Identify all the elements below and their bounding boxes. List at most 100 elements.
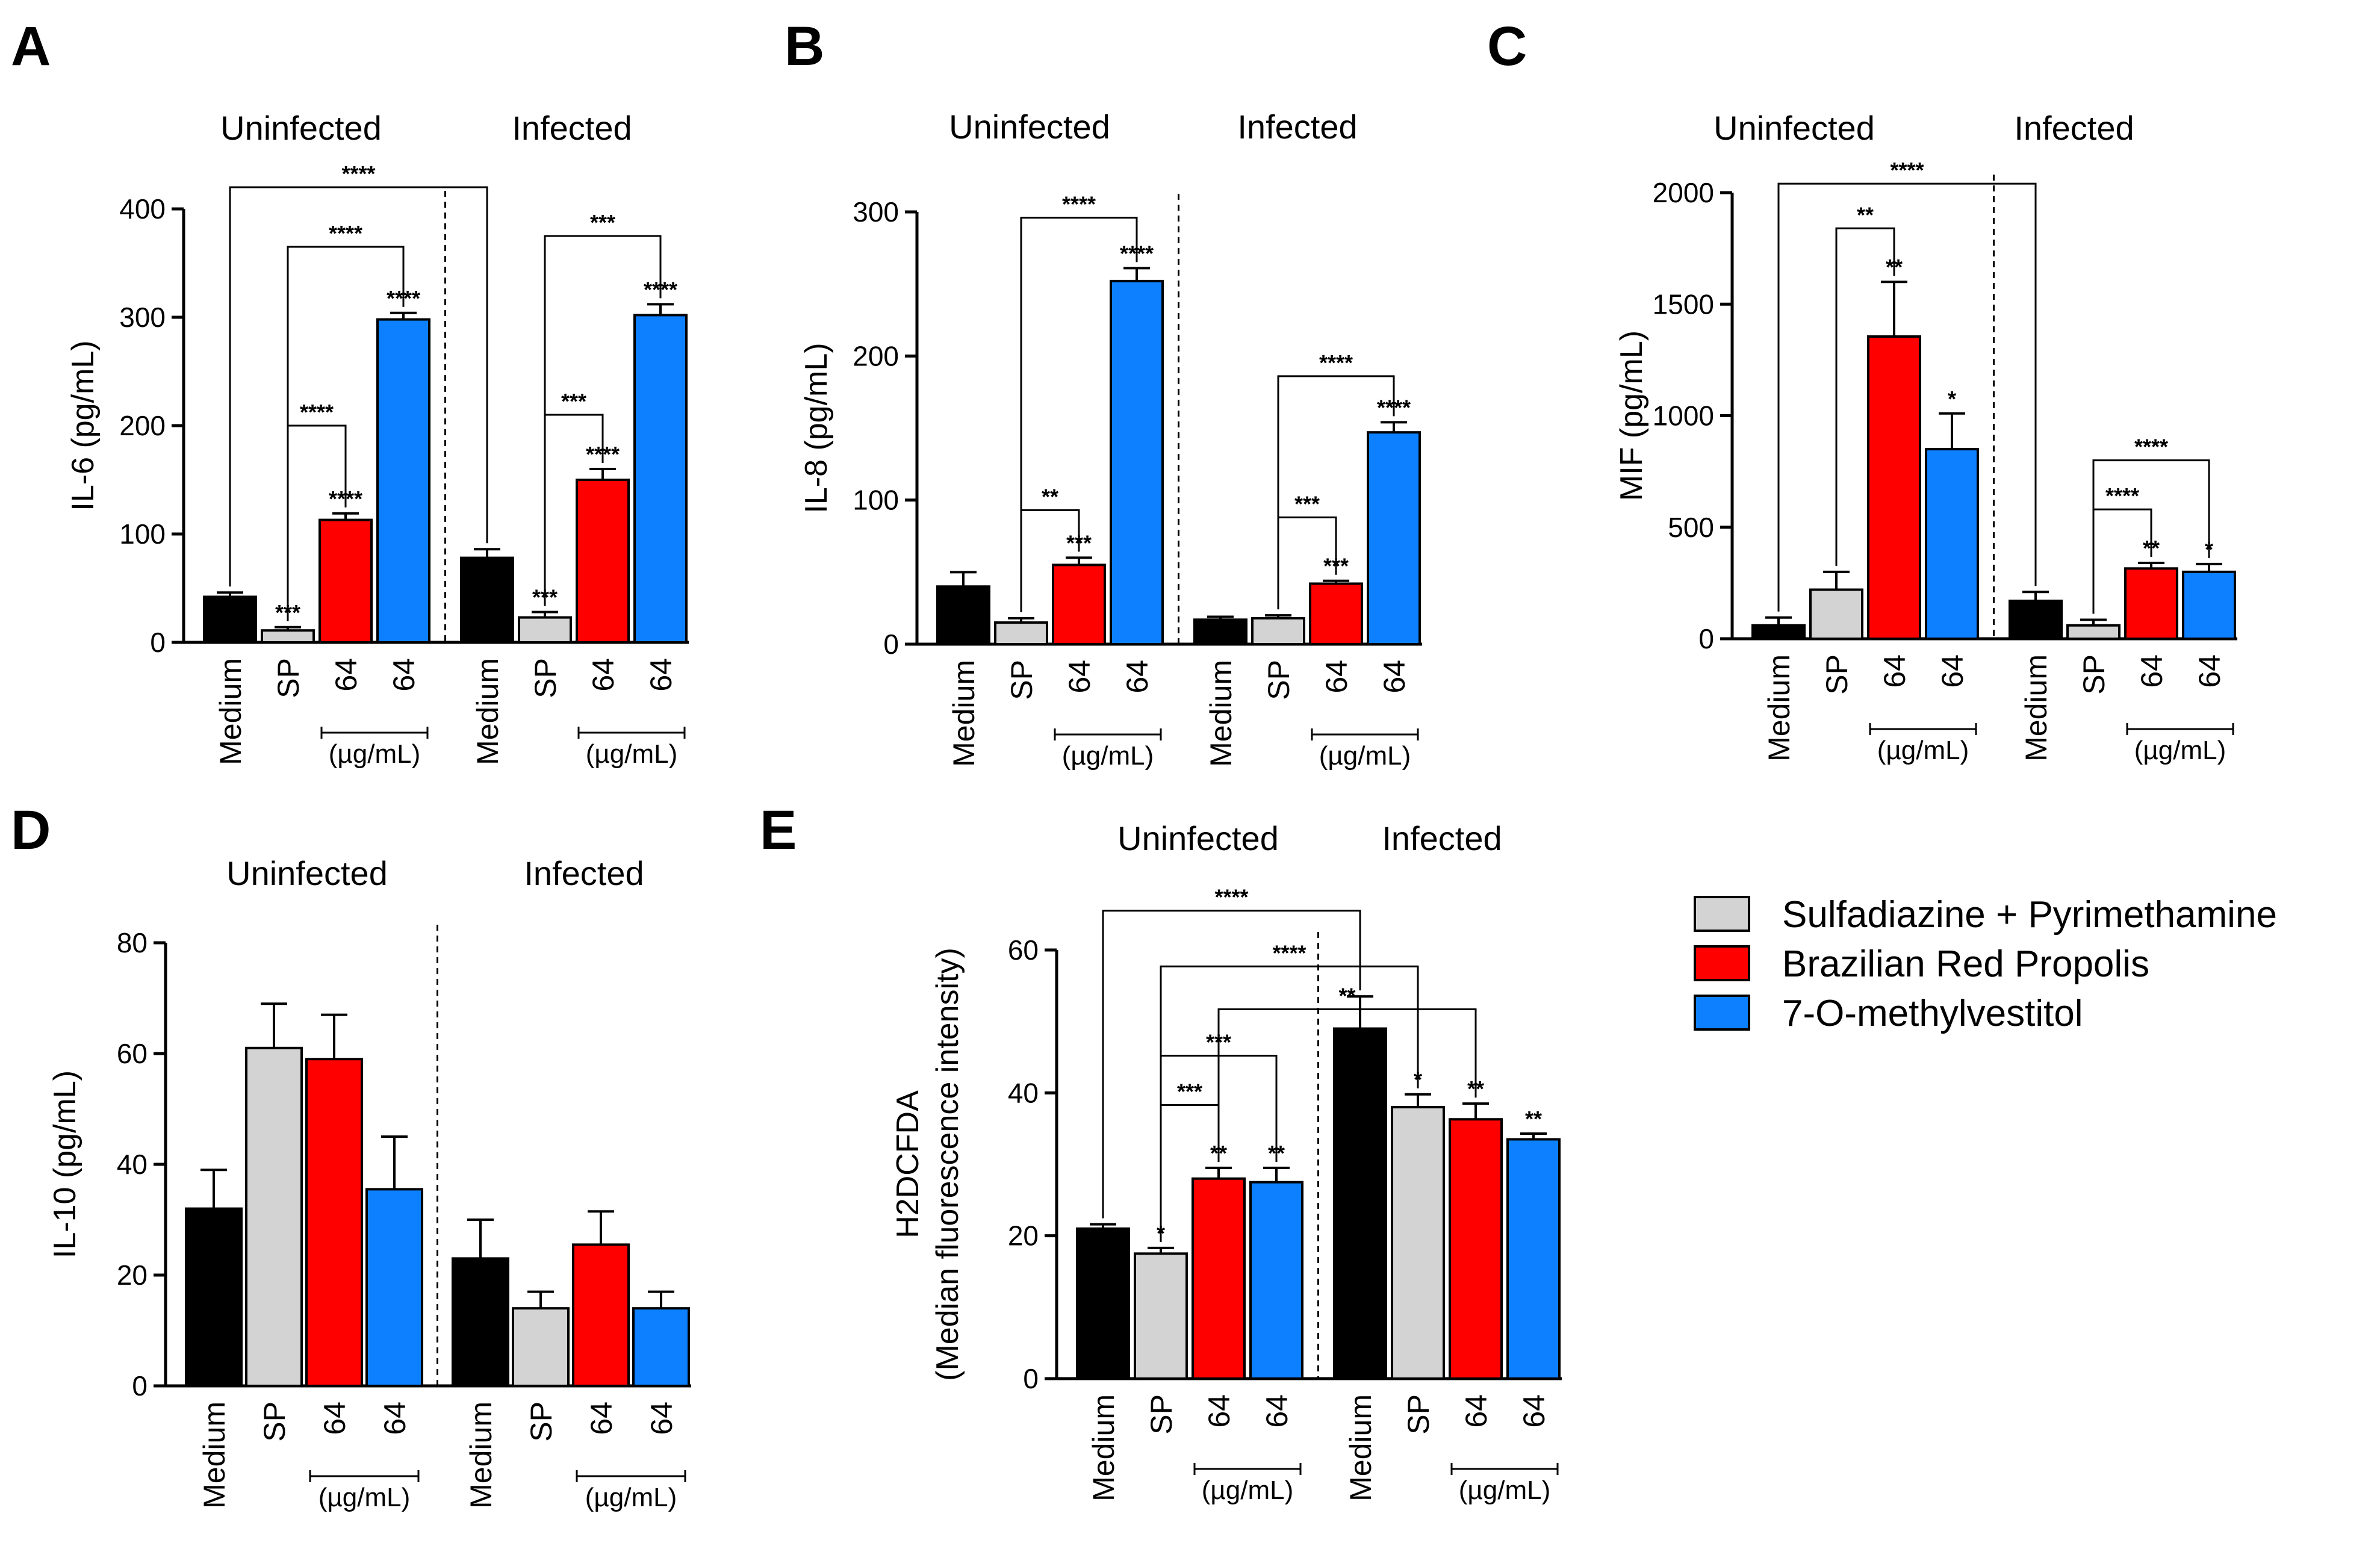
bar: [1249, 1181, 1303, 1380]
x-tick-label: SP: [1145, 1394, 1178, 1435]
bracket-significance-label: **: [1042, 484, 1058, 509]
significance-bracket: [287, 424, 347, 621]
y-tick-label: 1500: [1653, 288, 1714, 320]
x-tick-label: SP: [2077, 654, 2111, 695]
bracket-significance-label: ****: [329, 221, 362, 246]
significance-bracket: [1277, 516, 1337, 610]
y-tick-label: 40: [117, 1149, 148, 1180]
bar: [245, 1046, 303, 1388]
bracket-significance-label: ****: [1319, 350, 1353, 375]
x-tick-label: Medium: [1087, 1394, 1120, 1501]
y-tick-label: 300: [853, 196, 899, 228]
bar: [185, 1207, 243, 1387]
group-label: Uninfected: [220, 109, 382, 147]
significance-bracket: [544, 414, 604, 606]
bracket-significance-label: ***: [590, 210, 615, 235]
panel-letter: B: [785, 16, 824, 77]
bracket-significance-label: ***: [1206, 1030, 1231, 1055]
x-tick-label: 64: [1936, 654, 1969, 688]
bar: [2066, 624, 2121, 641]
concentration-unit-label: (µg/mL): [318, 1483, 410, 1512]
bar: [1449, 1118, 1503, 1380]
x-tick-label: SP: [258, 1402, 291, 1442]
bar: [1192, 1177, 1246, 1380]
y-tick-label: 0: [1023, 1363, 1039, 1394]
x-tick-label: 64: [645, 1402, 679, 1435]
bar: [572, 1243, 630, 1387]
y-axis-title: MIF (pg/mL): [1614, 331, 1649, 501]
bracket-significance-label: ****: [2105, 483, 2139, 508]
bar: [305, 1058, 363, 1387]
group-label: Infected: [512, 109, 632, 147]
bar: [2009, 600, 2063, 641]
x-tick-label: SP: [272, 658, 305, 698]
panel-c: C Uninfected Infected 0 500 1000 1500 2000 MIF (…: [1487, 16, 2237, 765]
bar: [1110, 279, 1164, 645]
y-tick-label: 200: [119, 410, 166, 441]
x-tick-label: 64: [1878, 654, 1912, 688]
x-tick-label: Medium: [464, 1402, 498, 1509]
bracket-significance-label: ***: [1294, 491, 1320, 516]
bar: [1251, 616, 1305, 646]
x-tick-label: 64: [1320, 660, 1353, 694]
group-label: Infected: [1382, 819, 1502, 857]
x-tick-label: 64: [585, 1402, 618, 1435]
group-label: Uninfected: [1117, 819, 1279, 857]
x-tick-label: 64: [1063, 660, 1096, 694]
significance-bracket: [1160, 1104, 1220, 1242]
bar: [994, 621, 1048, 645]
x-tick-label: 64: [2135, 654, 2169, 688]
bracket-significance-label: **: [1857, 202, 1874, 227]
x-tick-label: 64: [2193, 654, 2226, 688]
y-axis-title-line2: (Median fluorescence intensity): [930, 948, 965, 1381]
bar: [1367, 431, 1421, 645]
concentration-unit-label: (µg/mL): [1062, 741, 1154, 771]
legend: Sulfadiazine + Pyrimethamine Brazilian Re…: [1694, 894, 2277, 1034]
significance-bracket: [1217, 1008, 1477, 1162]
bar: [1751, 624, 1806, 641]
legend-label: Brazilian Red Propolis: [1782, 943, 2149, 985]
bar: [518, 616, 572, 644]
group-label: Uninfected: [1714, 109, 1875, 147]
significance-bracket: [1020, 217, 1138, 612]
bar: [452, 1257, 509, 1387]
group-label: Infected: [1237, 108, 1357, 146]
x-tick-label: SP: [1820, 654, 1854, 695]
x-tick-label: Medium: [471, 658, 505, 765]
x-tick-label: SP: [1262, 660, 1296, 700]
panel-letter: C: [1487, 16, 1527, 77]
y-tick-label: 100: [119, 518, 166, 550]
x-tick-label: SP: [1005, 660, 1039, 700]
y-axis-title: H2DCFDA: [890, 1090, 925, 1238]
bracket-significance-label: ***: [561, 389, 586, 414]
bar: [2124, 567, 2178, 640]
bracket-significance-label: ****: [1890, 158, 1924, 182]
bar: [376, 318, 430, 644]
legend-label: Sulfadiazine + Pyrimethamine: [1782, 894, 2277, 936]
y-tick-label: 0: [132, 1370, 148, 1402]
concentration-unit-label: (µg/mL): [1202, 1476, 1293, 1505]
concentration-unit-label: (µg/mL): [1877, 736, 1969, 765]
concentration-unit-label: (µg/mL): [1459, 1476, 1550, 1505]
concentration-unit-label: (µg/mL): [586, 739, 677, 769]
bar: [1076, 1227, 1130, 1380]
significance-bracket: [1102, 910, 1361, 1218]
panel-d: D Uninfected Infected 0 20 40 60 80 IL-10 (pg/mL…: [11, 799, 691, 1512]
bar: [1193, 618, 1247, 646]
significance-bracket: [1277, 375, 1395, 610]
bar: [1052, 563, 1106, 645]
legend-swatch: [1694, 995, 1750, 1031]
significance-bracket: [1835, 227, 1895, 566]
significance-label: *: [1948, 386, 1956, 411]
x-tick-label: 64: [1378, 660, 1411, 694]
y-axis-title: IL-8 (pg/mL): [799, 343, 834, 513]
legend-swatch: [1694, 945, 1750, 981]
bar: [632, 1307, 690, 1387]
y-tick-label: 40: [1008, 1077, 1039, 1108]
x-tick-label: 64: [1459, 1394, 1493, 1428]
bar: [261, 629, 315, 644]
x-tick-label: SP: [524, 1402, 558, 1442]
y-tick-label: 400: [119, 193, 166, 225]
bracket-significance-label: ***: [1177, 1079, 1202, 1104]
x-tick-label: 64: [1202, 1394, 1236, 1428]
